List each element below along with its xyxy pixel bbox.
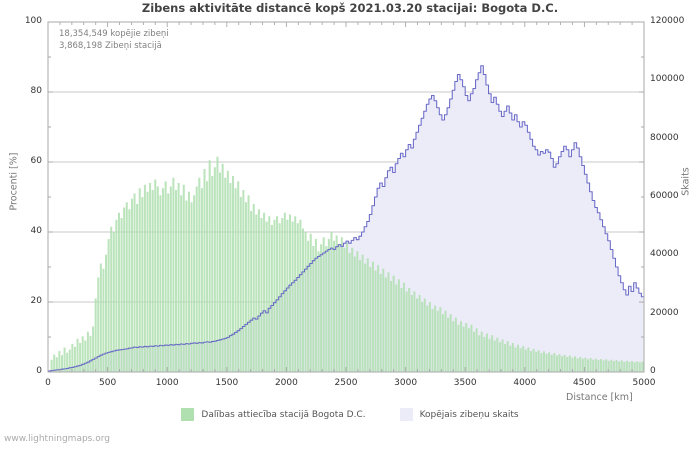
legend-item-participation: Dalības attiecība stacijā Bogota D.C. xyxy=(181,408,366,421)
x-tick-3000: 3000 xyxy=(394,378,418,388)
y-tick-right-20000: 20000 xyxy=(650,307,679,318)
chart-legend: Dalības attiecība stacijā Bogota D.C. Ko… xyxy=(0,408,700,421)
page-title: Zibens aktivitāte distancē kopš 2021.03.… xyxy=(141,1,559,15)
x-tick-0: 0 xyxy=(45,378,51,388)
watermark: www.lightningmaps.org xyxy=(4,434,110,444)
legend-swatch-total xyxy=(399,408,413,421)
y-tick-right-100000: 100000 xyxy=(650,74,685,85)
legend-label-total: Kopējais zibeņu skaits xyxy=(419,409,519,420)
x-tick-4000: 4000 xyxy=(513,378,537,388)
y-axis-right-label: Skaits xyxy=(680,167,692,196)
x-tick-2000: 2000 xyxy=(274,378,298,388)
x-tick-4500: 4500 xyxy=(572,378,596,388)
x-tick-2500: 2500 xyxy=(334,378,358,388)
legend-label-participation: Dalības attiecība stacijā Bogota D.C. xyxy=(201,409,366,420)
legend-item-total: Kopējais zibeņu skaits xyxy=(399,408,519,421)
y-tick-left-100: 100 xyxy=(24,16,42,26)
x-tick-1000: 1000 xyxy=(155,378,179,388)
x-tick-5000: 5000 xyxy=(632,378,656,388)
y-tick-left-0: 0 xyxy=(36,366,42,376)
annotation-station-lightning: 3,868,198 Zibeņi stacijā xyxy=(59,41,162,51)
y-tick-right-40000: 40000 xyxy=(650,249,679,260)
y-tick-right-120000: 120000 xyxy=(650,16,685,26)
y-tick-left-80: 80 xyxy=(30,86,42,96)
y-tick-left-60: 60 xyxy=(30,156,42,166)
x-tick-500: 500 xyxy=(99,378,117,388)
y-tick-right-80000: 80000 xyxy=(650,132,679,143)
x-axis-label: Distance [km] xyxy=(566,392,633,403)
annotation-total-lightning: 18,354,549 kopējie zibeņi xyxy=(59,29,169,39)
x-tick-3500: 3500 xyxy=(453,378,477,388)
y-tick-left-20: 20 xyxy=(30,296,42,306)
y-tick-right-60000: 60000 xyxy=(650,191,679,201)
legend-swatch-participation xyxy=(181,408,195,421)
y-axis-left-label: Procenti [%] xyxy=(8,152,20,211)
x-tick-1500: 1500 xyxy=(215,378,239,388)
y-tick-right-0: 0 xyxy=(650,366,656,376)
y-tick-left-40: 40 xyxy=(30,226,42,236)
